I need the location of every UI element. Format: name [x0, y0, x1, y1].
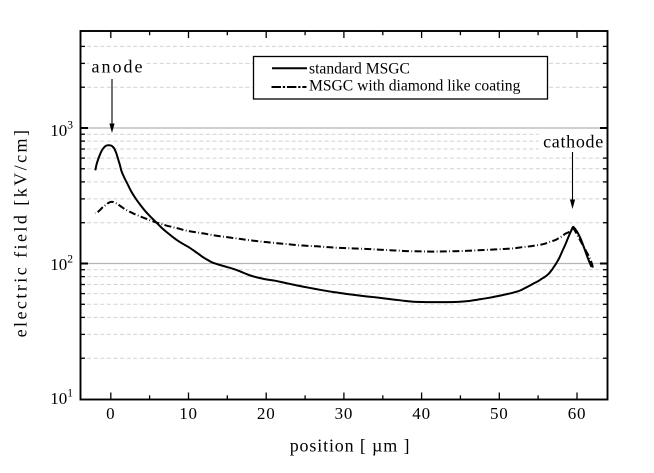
svg-text:standard MSGC: standard MSGC — [309, 61, 410, 78]
svg-text:electric field [kV/cm]: electric field [kV/cm] — [11, 128, 31, 338]
svg-text:position [ µm ]: position [ µm ] — [290, 436, 411, 456]
svg-text:0: 0 — [106, 404, 115, 423]
svg-text:30: 30 — [335, 404, 354, 423]
svg-text:50: 50 — [490, 404, 509, 423]
svg-text:10: 10 — [179, 404, 198, 423]
svg-text:cathode: cathode — [543, 132, 604, 152]
svg-text:anode: anode — [92, 57, 145, 77]
svg-text:60: 60 — [568, 404, 587, 423]
svg-text:20: 20 — [257, 404, 276, 423]
svg-text:MSGC with diamond like coating: MSGC with diamond like coating — [309, 78, 521, 95]
svg-text:40: 40 — [412, 404, 431, 423]
